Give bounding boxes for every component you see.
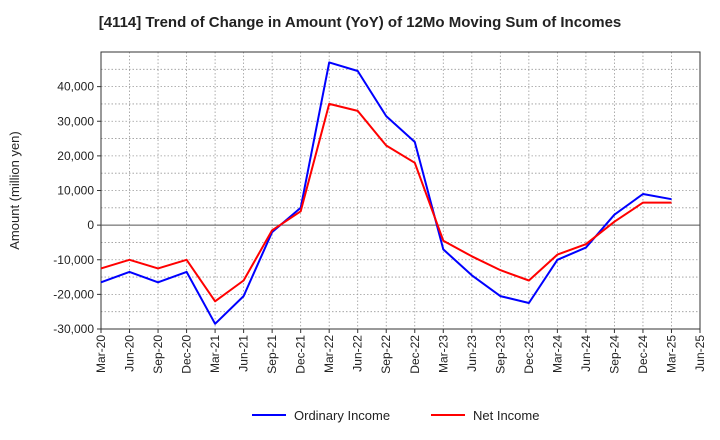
x-tick-label: Mar-21: [208, 335, 222, 373]
x-tick-label: Jun-23: [465, 335, 479, 372]
x-tick-label: Mar-22: [322, 335, 336, 373]
y-tick-label: -20,000: [53, 287, 94, 301]
x-tick-label: Sep-21: [265, 335, 279, 374]
x-tick-label: Mar-24: [550, 335, 564, 373]
x-tick-label: Jun-24: [579, 335, 593, 372]
legend: Ordinary Income Net Income: [252, 408, 539, 423]
y-tick-labels: -30,000 -20,000 -10,000 0 10,000 20,000 30,000…: [53, 80, 101, 336]
series-line-ordinary-income: [100, 61, 672, 325]
chart-title: [4114] Trend of Change in Amount (YoY) o…: [98, 14, 622, 31]
x-tick-label: Mar-20: [94, 335, 108, 373]
y-tick-label: 20,000: [57, 149, 94, 163]
y-tick-label: 30,000: [57, 114, 94, 128]
y-tick-label: -10,000: [53, 253, 94, 267]
x-tick-label: Jun-22: [351, 335, 365, 372]
y-tick-label: 0: [87, 218, 94, 232]
y-tick-label: -30,000: [53, 322, 94, 336]
x-tick-label: Jun-20: [123, 335, 137, 372]
x-tick-label: Dec-20: [180, 335, 194, 374]
x-tick-label: Sep-23: [493, 335, 507, 374]
x-tick-label: Jun-21: [237, 335, 251, 372]
x-tick-label: Dec-24: [636, 335, 650, 374]
series-line-net-income: [100, 102, 672, 303]
x-tick-label: Mar-25: [664, 335, 678, 373]
x-tick-label: Mar-23: [436, 335, 450, 373]
y-tick-label: 10,000: [57, 184, 94, 198]
x-tick-label: Sep-22: [379, 335, 393, 374]
x-tick-labels: Mar-20 Jun-20 Sep-20 Dec-20 Mar-21 Jun-21 Sep-…: [94, 329, 707, 374]
x-tick-label: Jun-25: [693, 335, 707, 372]
x-tick-label: Sep-20: [151, 335, 165, 374]
y-axis-title: Amount (million yen): [7, 131, 22, 250]
series-lines: [100, 61, 672, 325]
y-tick-label: 40,000: [57, 80, 94, 94]
grid-lines: [101, 52, 700, 329]
x-tick-label: Dec-22: [408, 335, 422, 374]
x-tick-label: Dec-21: [294, 335, 308, 374]
x-tick-label: Sep-24: [607, 335, 621, 374]
plot-frame: [100, 51, 701, 330]
legend-label-net-income: Net Income: [473, 408, 539, 423]
legend-label-ordinary-income: Ordinary Income: [294, 408, 390, 423]
x-tick-label: Dec-23: [522, 335, 536, 374]
